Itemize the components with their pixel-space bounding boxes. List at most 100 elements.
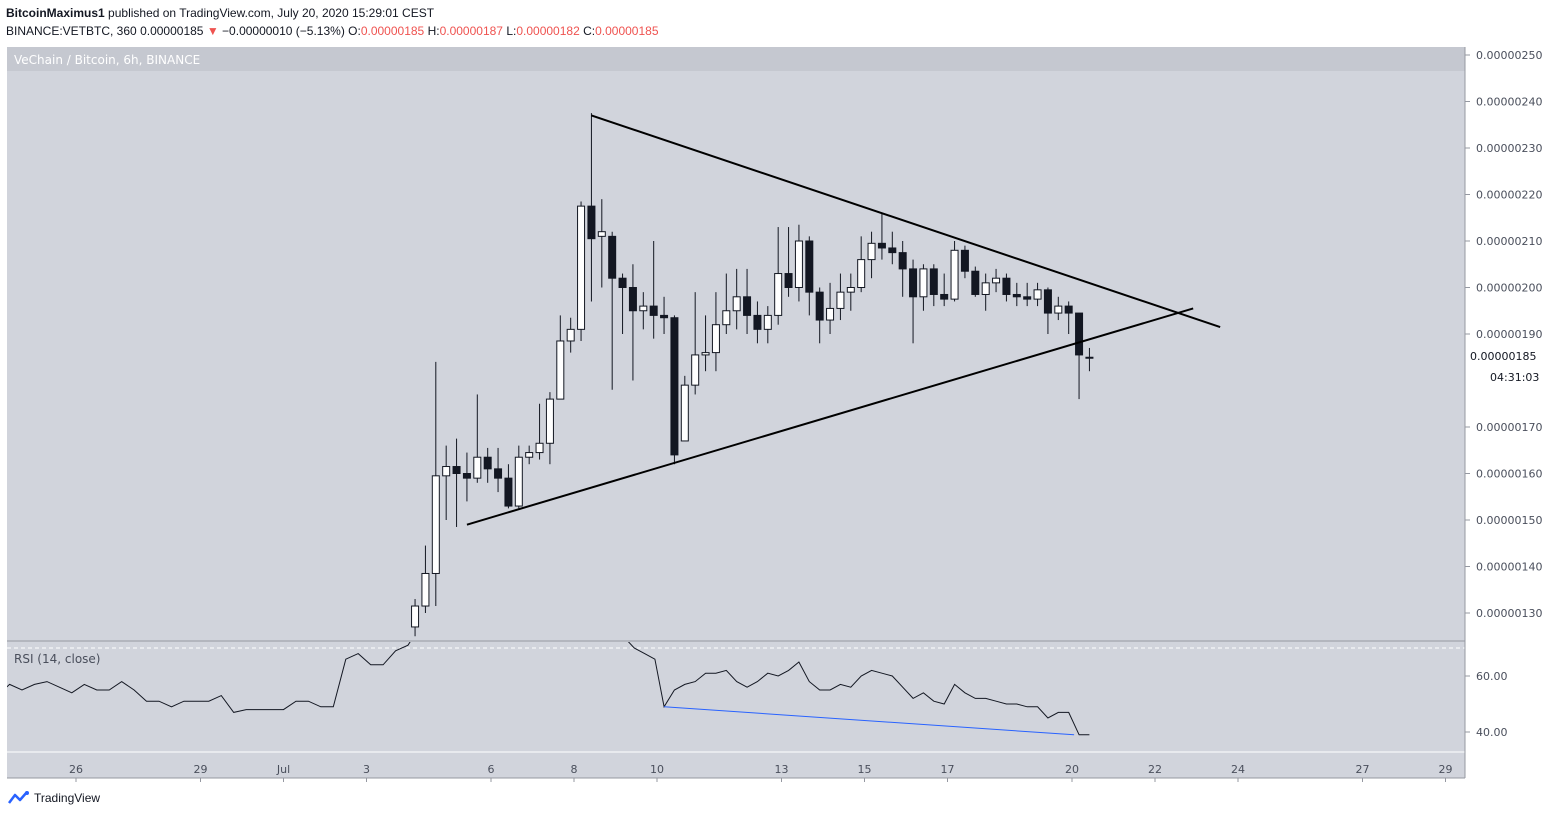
price-tick-label: 0.00000240 [1476,96,1542,109]
time-tick-label: 13 [775,763,789,776]
time-tick-label: 10 [650,763,664,776]
candle-body [711,324,720,354]
candle-body [743,296,752,316]
open-label: O: [348,24,361,38]
candle-body [1002,277,1011,295]
time-tick-label: 29 [194,763,208,776]
price-tick-label: 0.00000210 [1476,235,1542,248]
candle-body [794,240,803,288]
rsi-legend: RSI (14, close) [14,652,100,666]
candle-body [1054,305,1063,314]
price-tick-label: 0.00000160 [1476,468,1542,481]
rsi-plot [7,642,1465,736]
high-label: H: [427,24,440,38]
candle-body [1043,289,1052,314]
candle-body [929,268,938,295]
price-tick-label: 0.00000140 [1476,561,1542,574]
candle-body [846,287,855,293]
close-label: C: [583,24,596,38]
candle-body [732,296,741,312]
candle-body [649,305,658,316]
price-tick-label: 0.00000130 [1476,607,1542,620]
candle-body [722,310,731,326]
time-tick-label: 27 [1356,763,1370,776]
low-value: 0.00000182 [516,24,580,38]
candle-body [608,235,617,279]
candle-body [473,456,482,479]
candle-body [867,242,876,261]
candle-body [981,282,990,295]
candle-body [1023,296,1032,300]
time-tick-label: 24 [1231,763,1245,776]
candle-body [421,572,430,607]
candle-body [670,317,679,456]
open-value: 0.00000185 [360,24,425,38]
time-tick-label: 17 [941,763,955,776]
candle-body [888,247,897,254]
time-tick-label: 26 [69,763,83,776]
time-tick-label: Jul [276,763,290,776]
author-name[interactable]: BitcoinMaximus1 [6,6,105,20]
candle-body [950,249,959,300]
candle-body [442,466,451,477]
candle-body [763,314,772,330]
price-change: −0.00000010 (−5.13%) [222,24,345,38]
candle-body [1064,305,1073,314]
candle-body [784,273,793,288]
candle-body [462,473,471,479]
price-tick-label: 0.00000170 [1476,421,1542,434]
rsi-tick-label: 40.00 [1476,726,1508,739]
last-price-badge-value: 0.00000185 [1470,350,1536,363]
candle-body [1075,312,1084,356]
time-axis[interactable]: 26 29 Jul 3 6 8 10 13 15 17 20 22 24 27 29 [69,763,1453,782]
candle-body [494,468,503,479]
candle-body [1085,356,1094,359]
price-tick-label: 0.00000200 [1476,282,1542,295]
high-value: 0.00000187 [439,24,503,38]
price-tick-label: 0.00000150 [1476,514,1542,527]
time-tick-label: 8 [571,763,578,776]
candle-body [545,398,554,444]
candle-body [960,249,969,272]
main-legend: VeChain / Bitcoin, 6h, BINANCE [14,53,200,67]
candle-body [680,384,689,442]
time-tick-label: 22 [1148,763,1162,776]
candle-body [919,268,928,298]
candle-body [556,340,565,400]
candle-body [483,456,492,470]
candle-body [909,268,918,298]
rsi-tick-label: 60.00 [1476,670,1508,683]
price-axis[interactable]: 0.00000250 0.00000240 0.00000230 0.00000220… [1465,49,1542,620]
candle-body [660,314,669,319]
candle-body [1033,289,1042,300]
candle-body [701,352,710,356]
candle-body [815,291,824,321]
candle-body [587,205,596,240]
last-price: 0.00000185 [140,24,204,38]
chart-background [7,47,1465,778]
candle-body [597,231,606,237]
candle-body [805,240,814,293]
bar-countdown: 04:31:03 [1490,371,1539,384]
time-tick-label: 3 [363,763,370,776]
time-tick-label: 6 [488,763,495,776]
price-tick-label: 0.00000190 [1476,328,1542,341]
time-tick-label: 15 [858,763,872,776]
candle-body [514,456,523,507]
candle-body [992,277,1001,284]
candle-body [411,605,420,628]
candle-body [577,205,586,330]
last-price-badge: 0.00000185 04:31:03 [1466,347,1546,385]
time-tick-label: 20 [1065,763,1079,776]
footer-brand[interactable]: TradingView [8,791,100,805]
candle-body [836,291,845,309]
rsi-divergence-line [664,706,1075,736]
candle-body [639,305,648,312]
candle-body [1012,293,1021,298]
candle-body [826,307,835,321]
candle-body [753,314,762,330]
rsi-axis[interactable]: 60.00 40.00 [1465,670,1508,739]
candle-body [877,242,886,249]
ascending-trendline [466,307,1194,526]
